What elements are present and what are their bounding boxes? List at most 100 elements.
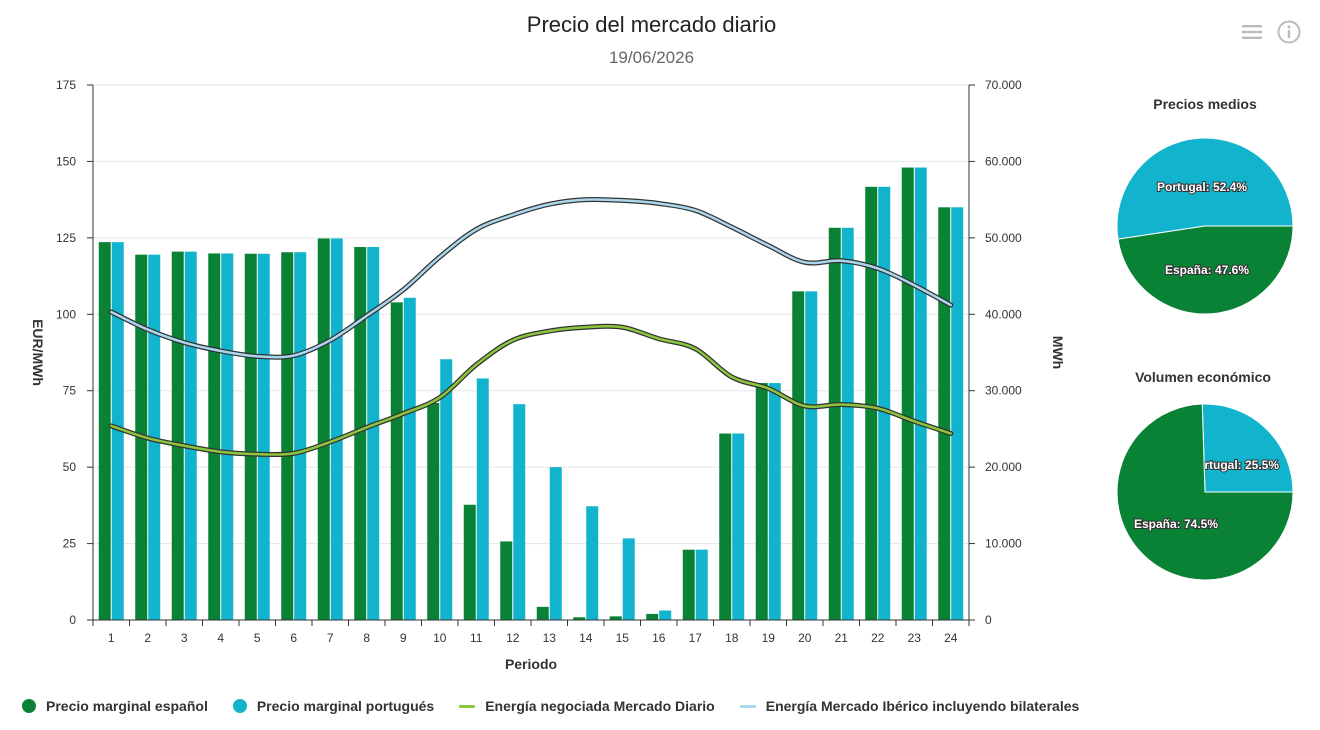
bar-spain: [828, 227, 841, 621]
y2-tick-label: 0: [985, 613, 992, 627]
bar-portugal: [768, 383, 781, 620]
legend-item-spain[interactable]: Precio marginal español: [22, 698, 208, 714]
x-tick-label: 7: [327, 631, 334, 645]
x-tick-label: 16: [652, 631, 666, 645]
pie-chart-precios-medios: Portugal: 52.4% España: 47.6%: [1116, 137, 1294, 315]
pie-title-volumen-economico: Volumen económico: [1135, 369, 1271, 385]
bar-spain: [573, 617, 586, 620]
y2-tick-label: 20.000: [985, 460, 1022, 474]
x-tick-label: 3: [181, 631, 188, 645]
y-tick-label: 50: [63, 460, 77, 474]
bar-series: [98, 167, 964, 621]
chart-title: Precio del mercado diario: [526, 12, 777, 37]
x-tick-label: 17: [689, 631, 703, 645]
pie-chart-volumen-economico: Portugal: 25.5% España: 74.5%: [1116, 403, 1294, 581]
legend-marker-energy-iberian: [739, 704, 756, 708]
x-axis-title: Periodo: [505, 656, 557, 672]
legend-marker-energy-daily: [459, 704, 476, 708]
x-tick-label: 13: [543, 631, 557, 645]
legend-item-energy-daily[interactable]: Energía negociada Mercado Diario: [459, 698, 715, 714]
y2-tick-label: 70.000: [985, 78, 1022, 92]
x-tick-label: 4: [217, 631, 224, 645]
grid-lines: [93, 84, 969, 545]
x-tick-label: 22: [871, 631, 885, 645]
bar-spain: [536, 606, 549, 620]
pie-slice-espana: [1117, 225, 1294, 315]
pie-title-precios-medios: Precios medios: [1153, 96, 1257, 112]
bar-portugal: [841, 227, 854, 621]
legend-label: Precio marginal español: [46, 698, 208, 714]
y2-tick-label: 10.000: [985, 537, 1022, 551]
bar-portugal: [403, 297, 416, 620]
legend-item-energy-iberian[interactable]: Energía Mercado Ibérico incluyendo bilat…: [739, 698, 1080, 714]
legend-marker-spain: [22, 699, 36, 713]
y2-tick-label: 30.000: [985, 384, 1022, 398]
x-tick-label: 21: [835, 631, 849, 645]
x-tick-label: 8: [363, 631, 370, 645]
y-axis-title: EUR/MWh: [30, 319, 46, 386]
legend-marker-portugal: [232, 699, 247, 713]
legend-item-portugal[interactable]: Precio marginal portugués: [232, 698, 434, 714]
bar-spain: [208, 253, 221, 620]
bar-portugal: [330, 238, 343, 620]
hamburger-menu-icon[interactable]: [1239, 19, 1265, 45]
x-tick-label: 11: [470, 631, 483, 645]
bar-spain: [390, 302, 403, 620]
y-tick-label: 75: [63, 384, 77, 398]
x-tick-label: 14: [579, 631, 593, 645]
info-icon[interactable]: [1276, 19, 1302, 45]
line-energy-daily: [110, 325, 952, 456]
bar-spain: [682, 549, 695, 620]
bar-spain: [354, 247, 367, 620]
bar-spain: [244, 253, 257, 621]
bar-spain: [281, 252, 294, 620]
bar-spain: [865, 186, 878, 620]
x-tick-label: 10: [433, 631, 447, 645]
bar-portugal: [878, 186, 891, 620]
legend-label: Energía negociada Mercado Diario: [485, 698, 715, 714]
legend-label: Energía Mercado Ibérico incluyendo bilat…: [765, 698, 1080, 714]
legend: Precio marginal español Precio marginal …: [22, 698, 1104, 714]
pie-slice-label: España: 47.6%: [1165, 263, 1249, 277]
bar-spain: [755, 383, 768, 620]
bar-portugal: [586, 506, 599, 620]
bar-portugal: [732, 433, 745, 620]
bar-portugal: [513, 404, 526, 620]
bar-portugal: [914, 167, 927, 621]
pie-slice-espana: [1116, 403, 1294, 581]
line-series: [108, 196, 954, 458]
bar-portugal: [257, 253, 270, 621]
y-tick-label: 125: [56, 231, 76, 245]
bar-portugal: [805, 291, 818, 620]
bar-spain: [938, 207, 951, 621]
pie-slice-portugal: [1116, 137, 1294, 240]
bar-portugal: [951, 207, 964, 621]
bar-portugal: [549, 467, 562, 620]
bar-spain: [792, 291, 805, 620]
bar-spain: [646, 613, 659, 620]
y2-tick-label: 50.000: [985, 231, 1022, 245]
x-tick-label: 20: [798, 631, 812, 645]
x-tick-label: 5: [254, 631, 261, 645]
axes: 0255075100125150175010.00020.00030.00040…: [56, 78, 1022, 645]
bar-spain: [719, 433, 732, 620]
bar-spain: [609, 616, 622, 620]
x-tick-label: 18: [725, 631, 739, 645]
x-tick-label: 9: [400, 631, 407, 645]
x-tick-label: 23: [908, 631, 922, 645]
pie-slice-label: Portugal: 52.4%: [1157, 180, 1247, 194]
y-tick-label: 25: [63, 537, 77, 551]
pie-slice-label: España: 74.5%: [1134, 517, 1218, 531]
pie-slice-portugal: [1201, 403, 1294, 493]
chart-subtitle: 19/06/2026: [608, 48, 695, 67]
y-tick-label: 0: [69, 613, 76, 627]
line-energy-iberian: [110, 198, 952, 359]
bar-portugal: [476, 378, 489, 620]
bar-spain: [171, 251, 184, 620]
bar-portugal: [294, 252, 307, 620]
bar-portugal: [111, 242, 124, 620]
bar-spain: [463, 504, 476, 620]
bar-portugal: [184, 251, 197, 620]
x-tick-label: 6: [290, 631, 297, 645]
y-tick-label: 100: [56, 307, 76, 321]
